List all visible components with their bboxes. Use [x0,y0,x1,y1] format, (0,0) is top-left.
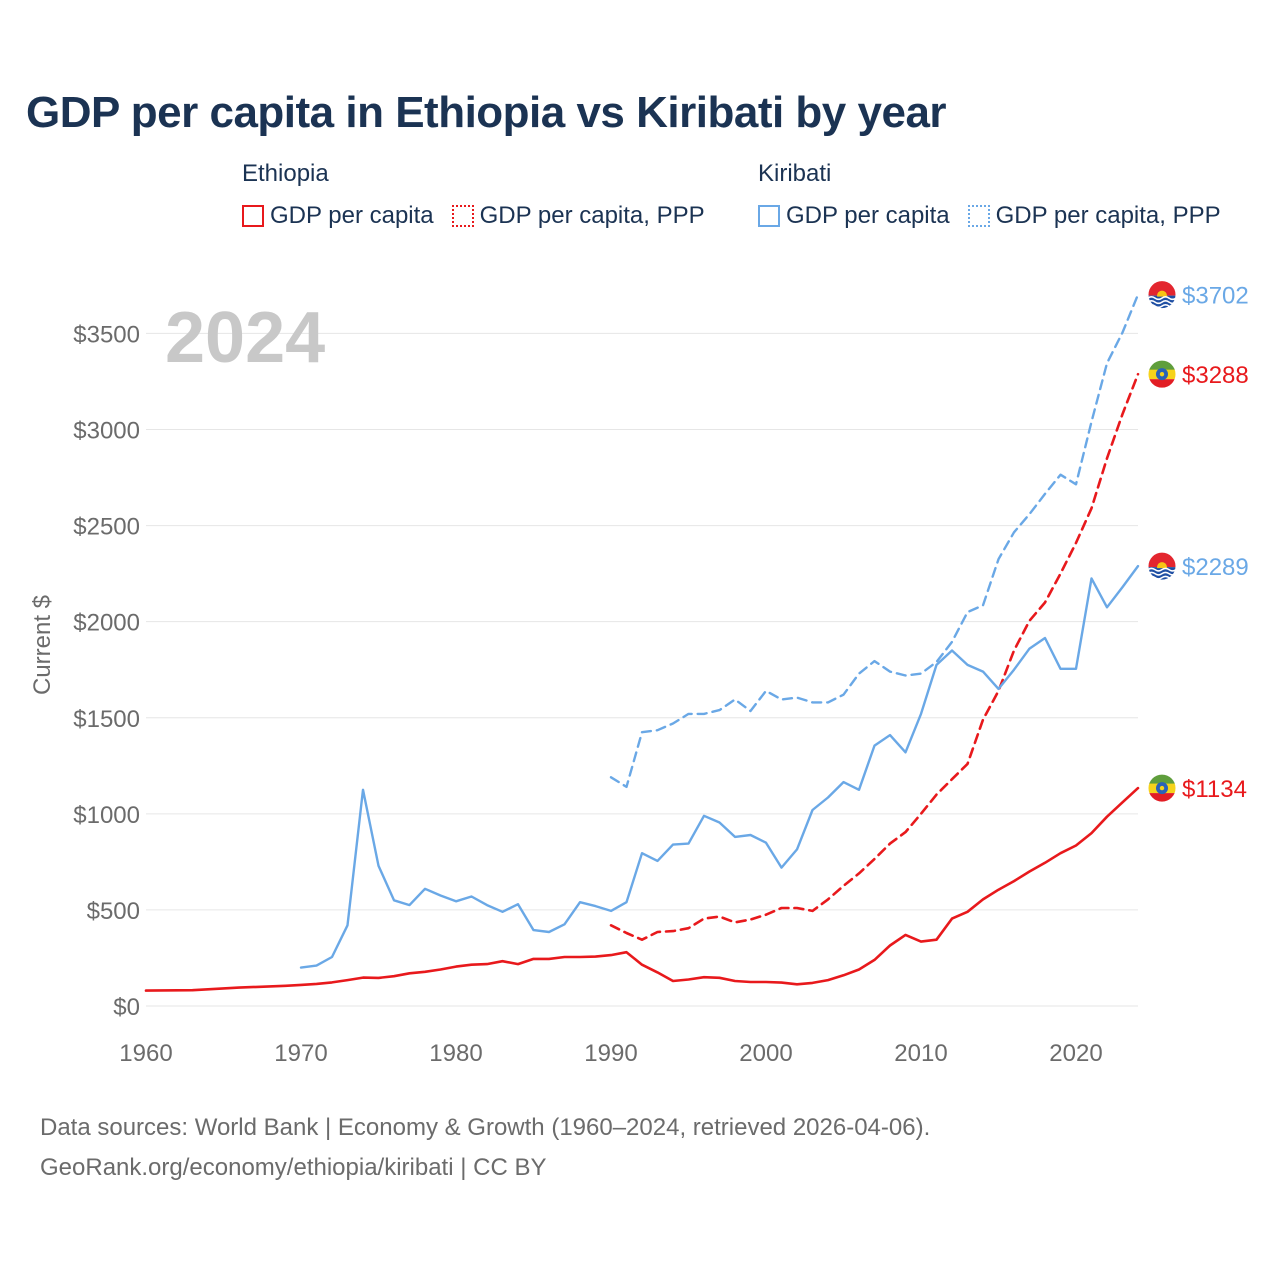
y-tick-label: $3000 [73,418,140,445]
x-tick-label: 1990 [584,1040,637,1067]
end-value-label: $2289 [1182,554,1249,581]
y-tick-label: $0 [113,994,140,1021]
footer-attribution: GeoRank.org/economy/ethiopia/kiribati | … [40,1154,547,1181]
y-tick-label: $1500 [73,706,140,733]
x-tick-label: 1980 [429,1040,482,1067]
page-title: GDP per capita in Ethiopia vs Kiribati b… [26,88,947,137]
year-watermark: 2024 [165,298,325,378]
legend-label: GDP per capita [786,202,950,229]
y-tick-label: $3500 [73,321,140,348]
legend-label: GDP per capita, PPP [479,202,705,229]
legend-swatch-solid [242,205,264,227]
flag-outline [1147,773,1177,803]
flag-outline [1147,551,1177,581]
legend-group-kiribati: Kiribati GDP per capita GDP per capita, … [758,160,1221,230]
series-line-kiribati-gdp-per-capita-ppp [609,293,1140,789]
series-line-kiribati-gdp-per-capita [299,564,1140,969]
legend-item-kiribati-gdp[interactable]: GDP per capita [758,202,950,230]
footer-sources: Data sources: World Bank | Economy & Gro… [40,1114,931,1141]
x-tick-label: 2010 [894,1040,947,1067]
legend-group-ethiopia: Ethiopia GDP per capita GDP per capita, … [242,160,705,230]
y-tick-label: $2500 [73,514,140,541]
x-tick-label: 2000 [739,1040,792,1067]
ethiopia-flag-icon [1148,774,1176,803]
end-value-label: $1134 [1182,776,1247,803]
flag-outline [1147,280,1177,310]
legend-item-ethiopia-gdp[interactable]: GDP per capita [242,202,434,230]
kiribati-flag-icon [1148,552,1176,581]
y-tick-label: $2000 [73,610,140,637]
end-value-label: $3702 [1182,283,1249,310]
x-tick-label: 1960 [119,1040,172,1067]
legend-swatch-dotted [967,205,990,227]
footer: Data sources: World Bank | Economy & Gro… [40,1108,930,1188]
y-tick-label: $500 [87,898,140,925]
legend-group-title: Kiribati [758,160,832,187]
legend-label: GDP per capita, PPP [995,202,1221,229]
y-tick-label: $1000 [73,802,140,829]
x-tick-label: 1970 [274,1040,327,1067]
ethiopia-flag-icon [1148,360,1176,389]
series-line-ethiopia-gdp-per-capita [144,786,1140,992]
flag-outline [1147,359,1177,389]
kiribati-flag-icon [1148,280,1176,309]
legend-item-ethiopia-gdp-ppp[interactable]: GDP per capita, PPP [451,202,705,230]
legend-item-kiribati-gdp-ppp[interactable]: GDP per capita, PPP [967,202,1221,230]
end-value-label: $3288 [1182,362,1249,389]
legend-swatch-dotted [451,205,474,227]
legend-label: GDP per capita [270,202,434,229]
series-line-ethiopia-gdp-per-capita-ppp [609,372,1140,941]
legend-group-title: Ethiopia [242,160,329,187]
x-tick-label: 2020 [1049,1040,1102,1067]
y-axis-title: Current $ [29,595,56,695]
legend-swatch-solid [758,205,780,227]
